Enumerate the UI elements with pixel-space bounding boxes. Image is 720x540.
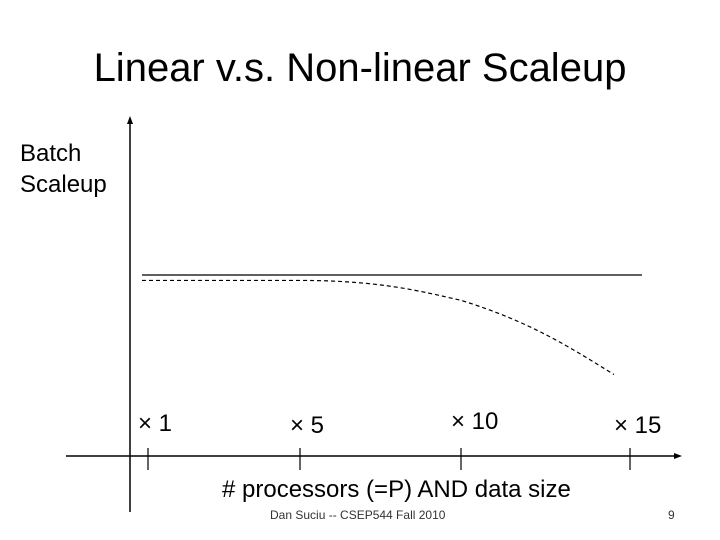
y-axis-label-line-1: Batch — [20, 140, 82, 167]
axes — [66, 116, 682, 512]
x-axis-label: # processors (=P) AND data size — [222, 476, 571, 503]
nonlinear-scaleup-line — [142, 279, 615, 376]
footer-text: Dan Suciu -- CSEP544 Fall 2010 — [270, 508, 446, 522]
x-tick-label-1: × 1 — [138, 410, 173, 437]
y-axis-arrow — [127, 116, 133, 124]
x-tick-label-5: × 5 — [290, 412, 325, 439]
x-tick-label-10: × 10 — [451, 408, 499, 435]
x-tick-label-15: × 15 — [614, 412, 662, 439]
y-axis-label-line-2: Scaleup — [20, 171, 107, 198]
x-ticks — [147, 448, 631, 470]
page-number: 9 — [668, 508, 675, 522]
series-group — [142, 274, 642, 376]
x-axis-arrow — [674, 453, 682, 459]
y-axis-label: Batch Scaleup — [20, 138, 107, 200]
slide-title: Linear v.s. Non-linear Scaleup — [93, 46, 627, 90]
